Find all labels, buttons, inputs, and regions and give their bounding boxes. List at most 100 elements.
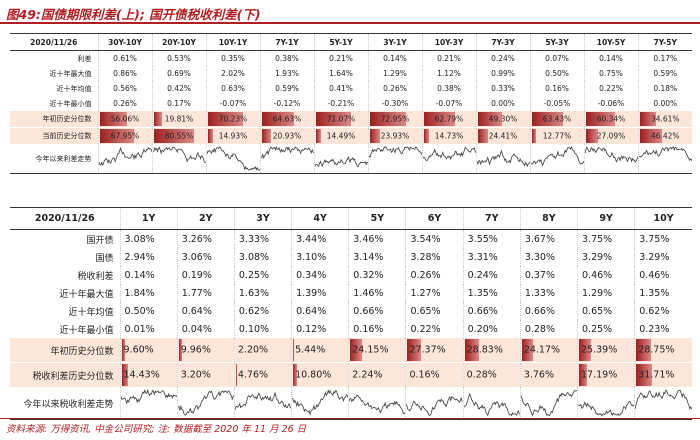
column-header: 4Y [291, 207, 349, 230]
value-cell: 3.67% [519, 229, 578, 248]
percentile-bar [579, 364, 587, 386]
sparkline-cell [367, 144, 422, 174]
value-cell: 0.24% [462, 266, 521, 284]
percentile-cell: 80.55% [151, 127, 206, 144]
value-cell: 0.14% [119, 266, 178, 284]
percentile-bar-wrap: 25.39% [579, 338, 635, 362]
percentile-bar-wrap: 3.20% [178, 363, 234, 387]
percentile-row: 当前历史分位数 67.95% 80.55% 14.93% 20.93% 14.49% 23.… [10, 127, 692, 144]
column-header: 10Y-1Y [205, 33, 260, 51]
percentile-cell: 67.95% [97, 127, 152, 144]
value-cell: 0.35% [205, 50, 260, 66]
column-header: 7Y [462, 207, 521, 230]
percentile-value: 64.63% [272, 114, 302, 124]
value-cell: 3.14% [348, 248, 406, 266]
value-cell: 3.54% [405, 229, 464, 248]
percentile-bar-wrap: 2.24% [350, 363, 406, 387]
data-row: 国开债 3.08% 3.26% 3.33% 3.44% 3.46% 3.54% 3.55% 3.… [10, 229, 692, 248]
value-cell: 0.69% [151, 66, 206, 81]
trend-sparkline [315, 144, 368, 173]
percentile-cell: 70.23% [205, 111, 260, 128]
percentile-value: 31.71% [638, 369, 675, 381]
row-label: 近十年均值 [68, 307, 114, 318]
percentile-value: 56.06% [110, 114, 140, 124]
sparkline-cell [176, 387, 235, 420]
percentile-cell: 28.75% [634, 338, 692, 363]
term-spread-table: 2020/11/26 30Y-10Y 20Y-10Y 10Y-1Y 7Y-1Y 5Y-1Y… [10, 33, 692, 174]
sparkline-cell [259, 144, 314, 174]
value-cell: 1.12% [421, 66, 476, 81]
trend-line [207, 147, 260, 170]
value-cell: 2.02% [205, 66, 260, 81]
percentile-bar [639, 112, 657, 126]
percentile-value: 20.93% [272, 131, 302, 141]
value-cell: 0.65% [405, 302, 464, 320]
row-label: 近十年最小值 [59, 325, 114, 336]
trend-line [578, 401, 634, 415]
percentile-cell: 71.07% [313, 111, 368, 128]
percentile-cell: 24.17% [519, 338, 578, 363]
value-cell: 1.35% [634, 284, 692, 302]
percentile-bar-wrap: 27.37% [407, 338, 463, 362]
value-cell: 0.32% [348, 266, 406, 284]
percentile-cell: 60.34% [583, 111, 638, 128]
row-label: 年初历史分位数 [10, 338, 121, 363]
percentile-value: 14.43% [123, 369, 160, 381]
value-cell: 0.24% [475, 50, 530, 66]
percentile-bar-wrap: 4.76% [235, 363, 291, 387]
percentile-bar [477, 129, 489, 143]
percentile-bar-wrap: 24.17% [521, 338, 577, 362]
percentile-bar-wrap: 46.42% [639, 128, 692, 144]
column-header: 10Y-3Y [421, 33, 476, 51]
percentile-bar-wrap: 20.93% [261, 128, 314, 144]
column-header: 8Y [519, 207, 578, 230]
trend-sparkline [153, 144, 206, 173]
data-row: 近十年最小值 0.26% 0.17% -0.07% -0.12% -0.21% -0.30%… [10, 96, 692, 111]
percentile-row: 税收利差历史分位数 14.43% 3.20% 4.76% 10.80% 2.24% 0.16… [10, 362, 692, 387]
data-row: 近十年均值 0.50% 0.64% 0.62% 0.64% 0.66% 0.65% 0.66%… [10, 302, 692, 320]
percentile-cell: 46.42% [637, 127, 692, 144]
value-cell: 0.86% [97, 66, 152, 81]
percentile-value: 9.96% [180, 344, 211, 356]
row-label: 利差 [77, 54, 92, 63]
value-cell: 1.27% [405, 284, 464, 302]
sparkline-cell [119, 387, 178, 420]
trend-sparkline [235, 387, 291, 419]
percentile-bar-wrap: 49.30% [477, 111, 530, 127]
value-cell: 0.00% [637, 96, 692, 111]
percentile-bar-wrap: 9.60% [121, 338, 177, 362]
percentile-bar-wrap: 17.19% [579, 363, 635, 387]
percentile-bar [178, 339, 183, 361]
sparkline-cell [151, 144, 206, 174]
value-cell: 0.22% [405, 320, 464, 338]
trend-sparkline [464, 387, 520, 419]
trend-sparkline [369, 144, 422, 173]
column-header: 5Y-3Y [529, 33, 584, 51]
sparkline-cell [634, 387, 692, 420]
trend-sparkline [178, 387, 234, 419]
sparkline-cell [583, 144, 638, 174]
percentile-bar [464, 339, 479, 361]
value-cell: 1.93% [259, 66, 314, 81]
percentile-value: 25.39% [581, 344, 618, 356]
value-cell: 0.99% [475, 66, 530, 81]
value-cell: 0.28% [519, 320, 578, 338]
value-cell: 0.65% [577, 302, 635, 320]
trend-line [635, 390, 692, 409]
percentile-bar-wrap: 2.20% [235, 338, 291, 362]
percentile-value: 14.93% [218, 131, 248, 141]
column-header: 6Y [405, 207, 464, 230]
value-cell: -0.30% [367, 96, 422, 111]
sparkline-cell [529, 144, 584, 174]
value-cell: -0.07% [421, 96, 476, 111]
percentile-bar [585, 112, 616, 126]
data-row: 国债 2.94% 3.06% 3.08% 3.10% 3.14% 3.28% 3.31% 3.3… [10, 248, 692, 266]
value-cell: -0.07% [205, 96, 260, 111]
percentile-bar-wrap: 70.23% [207, 111, 260, 127]
percentile-cell: 27.09% [583, 127, 638, 144]
percentile-cell: 23.93% [367, 127, 422, 144]
title-divider [0, 22, 700, 24]
percentile-bar-wrap: 23.93% [369, 128, 422, 144]
value-cell: 0.50% [119, 302, 178, 320]
trend-line [521, 391, 577, 416]
